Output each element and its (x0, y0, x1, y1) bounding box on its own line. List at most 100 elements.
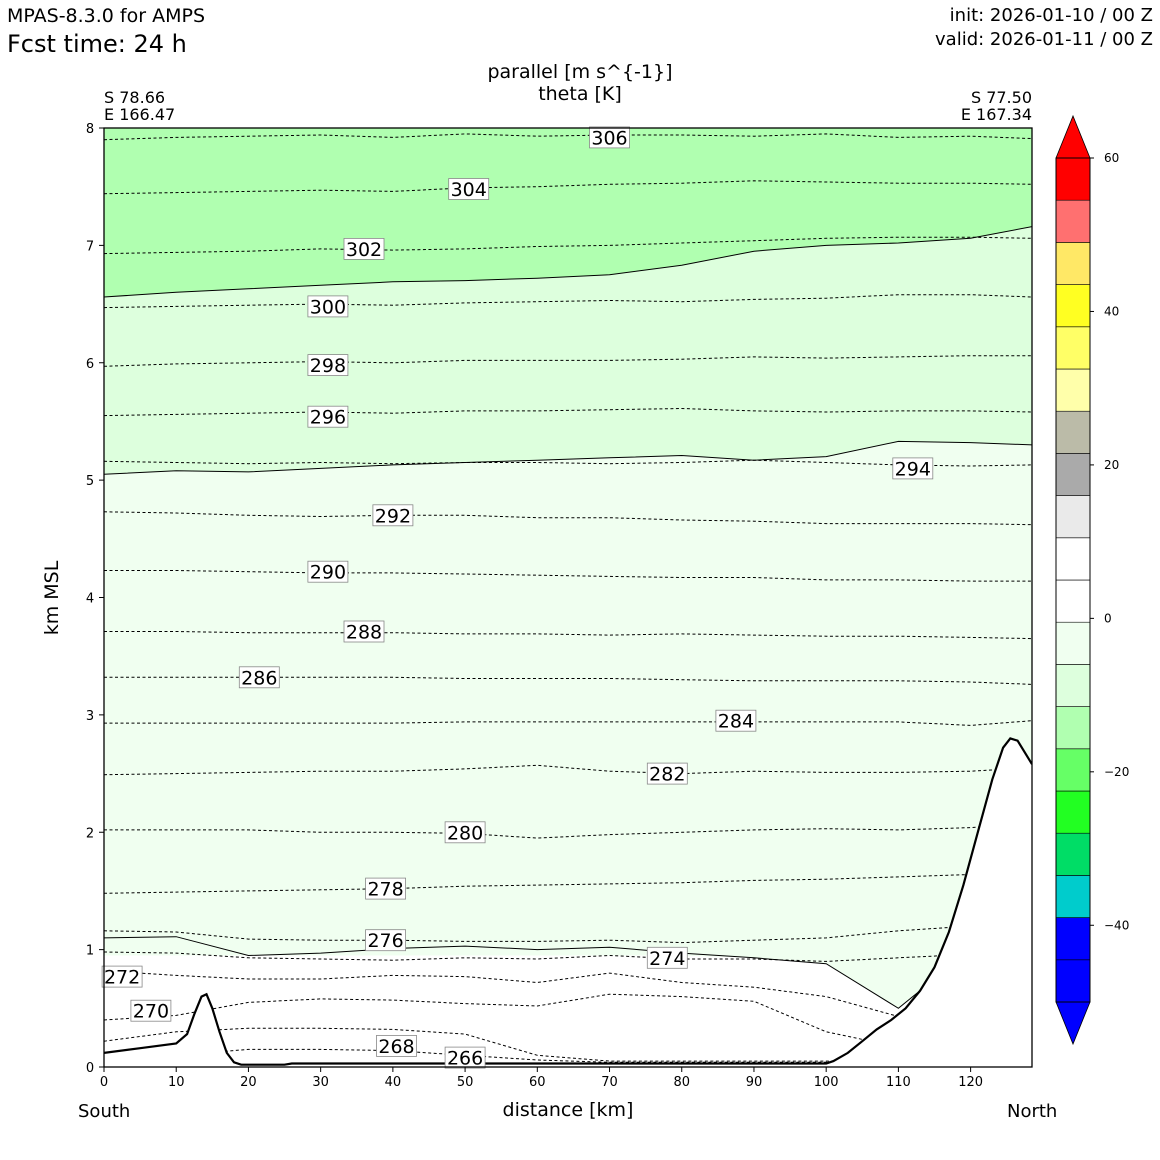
y-tick-label: 7 (86, 239, 94, 254)
x-axis-label: distance [km] (502, 1099, 634, 1121)
x-tick-label: 70 (601, 1075, 618, 1090)
x-tick-label: 40 (385, 1075, 402, 1090)
theta-label-266: 266 (447, 1048, 483, 1070)
theta-label-box-282 (646, 762, 688, 785)
theta-contour-272 (104, 970, 1032, 1033)
theta-label-284: 284 (718, 711, 754, 733)
x-tick-label: 90 (746, 1075, 763, 1090)
wind-contour-0 (104, 226, 1032, 298)
theta-contour-276 (104, 925, 1032, 944)
theta-label-304: 304 (451, 179, 487, 201)
theta-label-294: 294 (895, 458, 931, 480)
wind-fill-m20-m15 (104, 128, 1032, 297)
theta-contour-278 (104, 871, 1032, 894)
theta-contour-294 (104, 459, 1032, 467)
colorbar-min-extend (1055, 1001, 1091, 1046)
theta-label-box-304 (448, 178, 490, 200)
wind-fill-low (104, 955, 1032, 1067)
y-tick-label: 4 (86, 592, 94, 607)
theta-label-280: 280 (447, 822, 483, 844)
colorbar-segment (1055, 368, 1091, 412)
theta-label-box-296 (307, 405, 349, 428)
theta-label-box-290 (307, 560, 349, 583)
theta-contour-304 (104, 180, 1032, 195)
theta-label-box-278 (365, 877, 407, 900)
theta-label-300: 300 (310, 296, 346, 318)
theta-contour-296 (104, 407, 1032, 417)
y-tick-label: 6 (86, 357, 94, 372)
theta-label-302: 302 (346, 239, 382, 261)
theta-label-274: 274 (649, 948, 685, 970)
x-tick-label: 120 (958, 1075, 983, 1090)
theta-contour-292 (104, 511, 1032, 526)
theta-contour-274 (104, 951, 1032, 962)
theta-contour-280 (104, 822, 1032, 839)
colorbar-segment (1055, 579, 1091, 623)
colorbar-segment (1055, 706, 1091, 750)
theta-label-box-294 (892, 457, 934, 480)
theta-contour-288 (104, 631, 1032, 640)
colorbar-segment (1055, 621, 1091, 665)
colorbar-frame (1055, 157, 1091, 1003)
colorbar-tick-label: 60 (1104, 151, 1119, 165)
theta-label-box-288 (343, 620, 385, 643)
left-end-lat: S 78.66 (104, 88, 166, 107)
theta-label-270: 270 (133, 1001, 169, 1023)
theta-label-box-274 (646, 946, 688, 969)
theta-label-296: 296 (310, 407, 346, 429)
theta-label-box-272 (101, 965, 143, 988)
wind-contour-1 (104, 440, 1032, 475)
colorbar-segment (1055, 875, 1091, 918)
wind-contour-2 (104, 936, 1032, 1009)
colorbar: 60 40 20 0 −20 −40 (1055, 114, 1129, 1046)
colorbar-tick-label: 20 (1104, 458, 1119, 472)
colorbar-max-extend (1055, 114, 1091, 159)
forecast-time: Fcst time: 24 h (7, 30, 187, 58)
north-label: North (1007, 1101, 1058, 1122)
theta-label-box-286 (238, 666, 280, 689)
theta-contour-284 (104, 720, 1032, 726)
theta-contour-302 (104, 236, 1032, 255)
x-tick-label: 80 (673, 1075, 690, 1090)
x-tick-label: 0 (100, 1075, 108, 1090)
colorbar-segment (1055, 664, 1091, 707)
terrain-fill (104, 738, 1032, 1067)
chart-subtitle: theta [K] (538, 83, 622, 105)
colorbar-segment (1055, 410, 1091, 454)
theta-label-box-280 (444, 821, 486, 844)
theta-label-box-276 (365, 929, 407, 952)
theta-label-box-300 (307, 295, 349, 318)
theta-label-box-270 (130, 999, 172, 1022)
model-title: MPAS-8.3.0 for AMPS (7, 5, 206, 27)
x-tick-label: 10 (168, 1075, 185, 1090)
colorbar-segment (1055, 790, 1091, 834)
colorbar-segment (1055, 242, 1091, 285)
x-tick-label: 100 (814, 1075, 839, 1090)
theta-label-282: 282 (649, 764, 685, 786)
theta-label-box-284 (715, 709, 757, 732)
theta-label-298: 298 (310, 355, 346, 377)
colorbar-tick-label: 0 (1104, 611, 1112, 625)
theta-contour-300 (104, 294, 1032, 309)
theta-label-box-306 (589, 126, 630, 149)
colorbar-segment (1055, 199, 1091, 243)
left-end-lon: E 166.47 (104, 105, 176, 124)
y-tick-label: 3 (86, 709, 94, 724)
theta-label-268: 268 (378, 1036, 414, 1058)
south-label: South (78, 1101, 131, 1122)
y-tick-label: 5 (86, 474, 94, 489)
colorbar-segment (1055, 537, 1091, 581)
right-end-lon: E 167.34 (960, 105, 1032, 124)
colorbar-segment (1055, 832, 1091, 876)
colorbar-segment (1055, 917, 1091, 961)
theta-label-278: 278 (367, 879, 403, 901)
theta-label-292: 292 (375, 505, 411, 527)
colorbar-segment (1055, 284, 1091, 328)
y-tick-label: 8 (86, 122, 94, 137)
theta-label-288: 288 (346, 622, 382, 644)
y-tick-label: 1 (86, 944, 94, 959)
terrain-line (104, 737, 1032, 1066)
theta-label-276: 276 (367, 930, 403, 952)
x-tick-label: 20 (240, 1075, 257, 1090)
